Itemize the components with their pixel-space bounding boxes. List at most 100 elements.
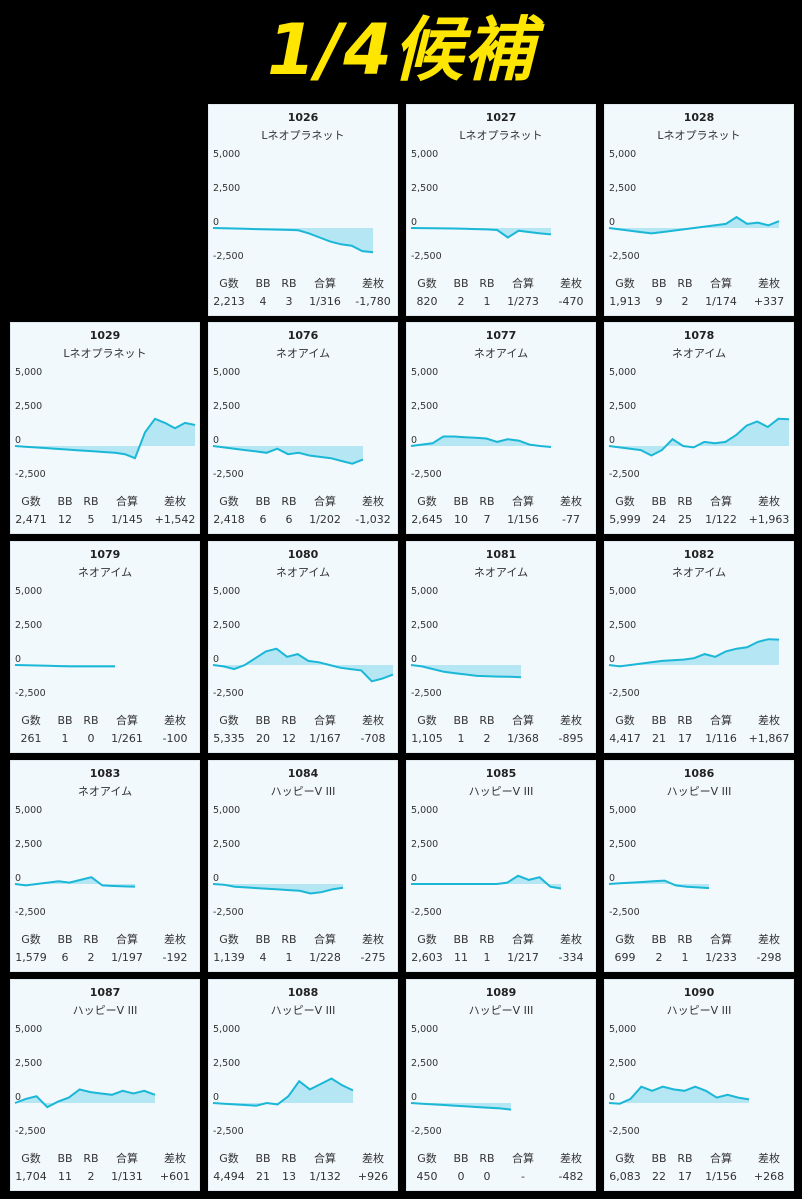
stats-table: G数 BB RB 合算 差枚 2,418 6 6 1/202 -1,032 <box>209 493 397 529</box>
difference-line <box>212 227 374 254</box>
machine-card[interactable]: 1089 ハッピーV III 5,000 2,500 0 -2,500 G数 BB RB 合算 差枚… <box>406 979 596 1191</box>
stat-rb: 1 <box>483 295 491 308</box>
difference-line <box>410 227 552 239</box>
machine-card[interactable]: 1082 ネオアイム 5,000 2,500 0 -2,500 G数 BB RB 合算 差枚 4,41… <box>604 541 794 753</box>
y-tick-label: 5,000 <box>15 805 42 816</box>
machine-card[interactable]: 1086 ハッピーV III 5,000 2,500 0 -2,500 G数 BB RB 合算 差枚… <box>604 760 794 972</box>
y-tick-label: 0 <box>213 873 219 884</box>
y-tick-label: 0 <box>411 217 417 228</box>
stat-bb: 21 <box>256 1170 270 1183</box>
y-tick-label: 2,500 <box>213 1058 240 1069</box>
machine-name: ネオアイム <box>671 347 727 360</box>
machine-card[interactable]: 1084 ハッピーV III 5,000 2,500 0 -2,500 G数 BB RB 合算 差枚… <box>208 760 398 972</box>
stat-label: G数 <box>219 495 239 508</box>
machine-name: ネオアイム <box>77 566 133 579</box>
stat-rb: 13 <box>282 1170 296 1183</box>
stat-combined: 1/273 <box>507 295 539 308</box>
stat-games: 1,704 <box>15 1170 47 1183</box>
difference-line <box>14 664 115 668</box>
stat-label: RB <box>479 277 495 290</box>
stat-label: 合算 <box>314 495 336 508</box>
y-tick-label: 5,000 <box>609 149 636 160</box>
machine-number: 1087 <box>89 986 121 999</box>
machine-card[interactable]: 1029 Lネオプラネット 5,000 2,500 0 -2,500 G数 BB RB 合算 差枚 2… <box>10 322 200 534</box>
stat-bb: 4 <box>259 951 267 964</box>
machine-card[interactable]: 1076 ネオアイム 5,000 2,500 0 -2,500 G数 BB RB 合算 差枚 2,41… <box>208 322 398 534</box>
stat-label: BB <box>651 277 667 290</box>
stats-header-row: G数 BB RB 合算 差枚 <box>209 275 397 293</box>
stat-bb: 9 <box>655 295 663 308</box>
y-tick-label: 2,500 <box>411 183 438 194</box>
machine-card[interactable]: 1077 ネオアイム 5,000 2,500 0 -2,500 G数 BB RB 合算 差枚 2,64… <box>406 322 596 534</box>
y-tick-label: 2,500 <box>609 839 636 850</box>
machine-card[interactable]: 1088 ハッピーV III 5,000 2,500 0 -2,500 G数 BB RB 合算 差枚… <box>208 979 398 1191</box>
stat-games: 2,645 <box>411 513 443 526</box>
stat-label: 差枚 <box>362 277 384 290</box>
y-tick-label: 5,000 <box>15 586 42 597</box>
y-tick-label: 5,000 <box>609 805 636 816</box>
stat-rb: 2 <box>681 295 689 308</box>
y-tick-label: 2,500 <box>411 1058 438 1069</box>
stat-games: 261 <box>20 732 42 745</box>
machine-name: ネオアイム <box>275 566 331 579</box>
difference-area <box>411 665 521 678</box>
machine-card[interactable]: 1079 ネオアイム 5,000 2,500 0 -2,500 G数 BB RB 合算 差枚 261 1… <box>10 541 200 753</box>
stat-bb: 12 <box>58 513 72 526</box>
stat-rb: 2 <box>483 732 491 745</box>
stats-value-row: 2,213 4 3 1/316 -1,780 <box>209 293 397 311</box>
stat-label: BB <box>651 1152 667 1165</box>
machine-card[interactable]: 1026 Lネオプラネット 5,000 2,500 0 -2,500 G数 BB RB 合算 差枚 2… <box>208 104 398 316</box>
machine-card[interactable]: 1080 ネオアイム 5,000 2,500 0 -2,500 G数 BB RB 合算 差枚 5,33… <box>208 541 398 753</box>
machine-number: 1028 <box>683 111 715 124</box>
stat-label: BB <box>255 495 271 508</box>
stats-value-row: 820 2 1 1/273 -470 <box>407 293 595 311</box>
machine-card[interactable]: 1028 Lネオプラネット 5,000 2,500 0 -2,500 G数 BB RB 合算 差枚 1… <box>604 104 794 316</box>
machine-card[interactable]: 1090 ハッピーV III 5,000 2,500 0 -2,500 G数 BB RB 合算 差枚… <box>604 979 794 1191</box>
stats-table: G数 BB RB 合算 差枚 5,999 24 25 1/122 +1,963 <box>605 493 793 529</box>
y-tick-label: 5,000 <box>15 1024 42 1035</box>
y-tick-label: 5,000 <box>213 586 240 597</box>
y-tick-label: 0 <box>411 654 417 665</box>
machine-card[interactable]: 1078 ネオアイム 5,000 2,500 0 -2,500 G数 BB RB 合算 差枚 5,99… <box>604 322 794 534</box>
y-tick-label: -2,500 <box>609 251 640 262</box>
y-tick-label: 5,000 <box>609 367 636 378</box>
machine-card[interactable]: 1087 ハッピーV III 5,000 2,500 0 -2,500 G数 BB RB 合算 差枚… <box>10 979 200 1191</box>
stat-combined: 1/202 <box>309 513 341 526</box>
stat-combined: 1/261 <box>111 732 143 745</box>
stats-table: G数 BB RB 合算 差枚 699 2 1 1/233 -298 <box>605 931 793 967</box>
stats-table: G数 BB RB 合算 差枚 1,105 1 2 1/368 -895 <box>407 712 595 748</box>
stat-games: 4,417 <box>609 732 641 745</box>
stats-table: G数 BB RB 合算 差枚 450 0 0 - -482 <box>407 1150 595 1186</box>
y-tick-label: -2,500 <box>213 1126 244 1137</box>
y-tick-label: 0 <box>609 1092 615 1103</box>
difference-area <box>609 1086 749 1104</box>
stat-diff: -1,780 <box>355 295 391 308</box>
y-tick-label: -2,500 <box>15 688 46 699</box>
difference-area <box>411 228 551 238</box>
stat-label: 差枚 <box>362 1152 384 1165</box>
stats-header-row: G数 BB RB 合算 差枚 <box>605 493 793 511</box>
stat-label: G数 <box>417 1152 437 1165</box>
machine-number: 1081 <box>485 548 517 561</box>
y-tick-label: -2,500 <box>213 907 244 918</box>
y-tick-label: -2,500 <box>609 1126 640 1137</box>
stat-label: 差枚 <box>164 495 186 508</box>
stat-diff: +601 <box>159 1170 191 1183</box>
stats-header-row: G数 BB RB 合算 差枚 <box>407 275 595 293</box>
stat-rb: 0 <box>87 732 95 745</box>
stat-label: RB <box>281 1152 297 1165</box>
machine-card[interactable]: 1027 Lネオプラネット 5,000 2,500 0 -2,500 G数 BB RB 合算 差枚 8… <box>406 104 596 316</box>
stats-value-row: 450 0 0 - -482 <box>407 1168 595 1186</box>
machine-card[interactable]: 1083 ネオアイム 5,000 2,500 0 -2,500 G数 BB RB 合算 差枚 1,57… <box>10 760 200 972</box>
machine-card[interactable]: 1085 ハッピーV III 5,000 2,500 0 -2,500 G数 BB RB 合算 差枚… <box>406 760 596 972</box>
difference-chart: 5,000 2,500 0 -2,500 <box>608 805 710 918</box>
stat-label: BB <box>453 495 469 508</box>
stats-value-row: 2,418 6 6 1/202 -1,032 <box>209 511 397 529</box>
machine-card[interactable]: 1081 ネオアイム 5,000 2,500 0 -2,500 G数 BB RB 合算 差枚 1,10… <box>406 541 596 753</box>
difference-line <box>411 874 562 890</box>
stat-label: RB <box>83 933 99 946</box>
difference-chart: 5,000 2,500 0 -2,500 <box>608 1024 750 1137</box>
stat-label: 合算 <box>710 277 732 290</box>
y-tick-label: -2,500 <box>411 1126 442 1137</box>
stat-diff: +1,542 <box>154 513 196 526</box>
